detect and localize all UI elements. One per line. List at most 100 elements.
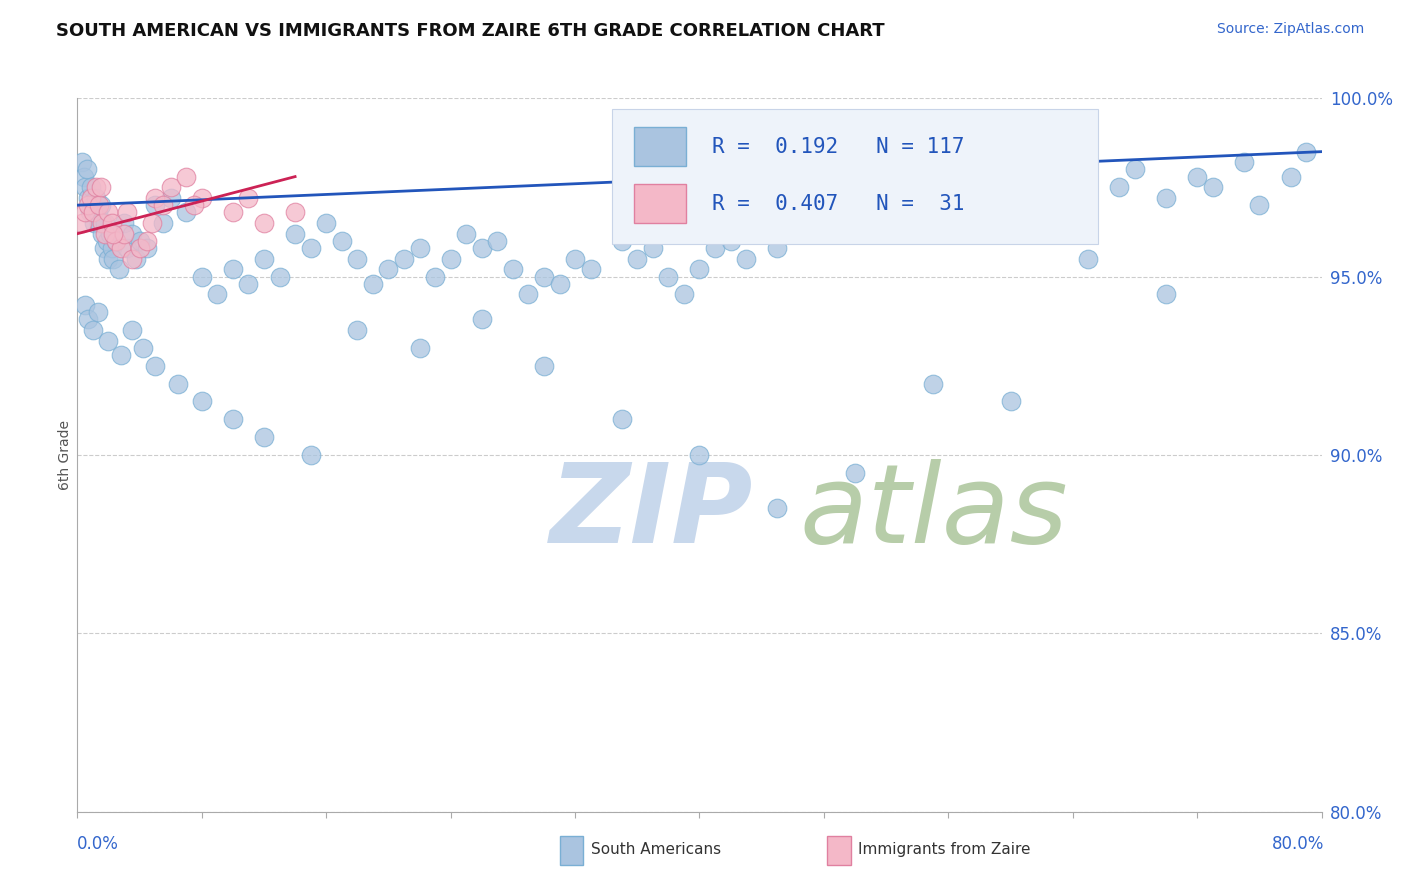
Point [392,252,415,266]
Point [408,341,430,355]
Point [299,448,322,462]
Point [284,227,307,241]
Point [183,198,205,212]
Point [533,269,555,284]
Point [100,241,122,255]
Point [174,205,197,219]
Point [579,262,602,277]
Point [766,501,789,516]
Point [105,234,128,248]
Point [143,359,166,373]
Text: ZIP: ZIP [550,458,754,566]
Point [299,241,322,255]
Point [269,269,291,284]
Point [90,180,112,194]
Point [167,376,190,391]
Point [921,376,943,391]
Point [844,466,866,480]
Point [77,198,100,212]
Point [689,262,711,277]
Point [456,227,478,241]
Point [108,262,131,277]
Point [471,312,494,326]
Point [720,234,742,248]
Point [75,298,97,312]
Point [315,216,337,230]
Point [82,323,104,337]
Point [70,155,93,169]
Point [91,227,114,241]
Point [121,252,143,266]
Point [91,216,114,230]
Point [564,252,586,266]
Point [238,277,260,291]
Point [87,216,110,230]
Point [82,205,104,219]
Point [253,252,276,266]
Point [423,269,446,284]
Point [672,287,695,301]
Point [84,191,107,205]
Point [921,198,943,212]
Point [610,234,633,248]
Point [136,234,159,248]
Point [131,341,153,355]
Point [94,227,117,241]
Point [253,430,276,444]
Point [222,205,245,219]
Text: SOUTH AMERICAN VS IMMIGRANTS FROM ZAIRE 6TH GRADE CORRELATION CHART: SOUTH AMERICAN VS IMMIGRANTS FROM ZAIRE … [56,22,884,40]
Point [471,241,494,255]
Point [96,234,118,248]
Point [533,359,555,373]
Point [159,191,181,205]
Point [1233,155,1256,169]
Point [77,191,100,205]
Point [253,216,276,230]
Point [284,205,307,219]
Point [735,252,758,266]
Point [115,205,138,219]
Point [152,216,174,230]
Text: R =  0.192   N = 117: R = 0.192 N = 117 [711,136,965,157]
Point [875,191,897,205]
Point [191,394,214,409]
Point [361,277,384,291]
Point [86,305,108,319]
Point [657,269,679,284]
Point [141,216,163,230]
Point [486,234,509,248]
Point [1295,145,1317,159]
Point [136,241,159,255]
Point [797,216,820,230]
Point [222,412,245,426]
Point [766,241,789,255]
Point [502,262,524,277]
Point [90,198,112,212]
Point [143,191,166,205]
Point [517,287,540,301]
Point [969,191,991,205]
Point [152,198,174,212]
Y-axis label: 6th Grade: 6th Grade [58,420,72,490]
Point [377,262,399,277]
Point [641,241,664,255]
Point [115,241,138,255]
Point [1249,198,1271,212]
Point [94,216,117,230]
Point [112,227,135,241]
Point [125,252,148,266]
Point [143,198,166,212]
Text: 0.0%: 0.0% [77,835,120,853]
Text: Source: ZipAtlas.com: Source: ZipAtlas.com [1216,22,1364,37]
Point [689,448,711,462]
Point [548,277,571,291]
Point [207,287,229,301]
Point [80,180,103,194]
Point [97,205,120,219]
Point [76,162,98,177]
Point [1031,169,1053,184]
Point [84,180,107,194]
Point [79,205,101,219]
Point [1108,180,1130,194]
Point [238,191,260,205]
